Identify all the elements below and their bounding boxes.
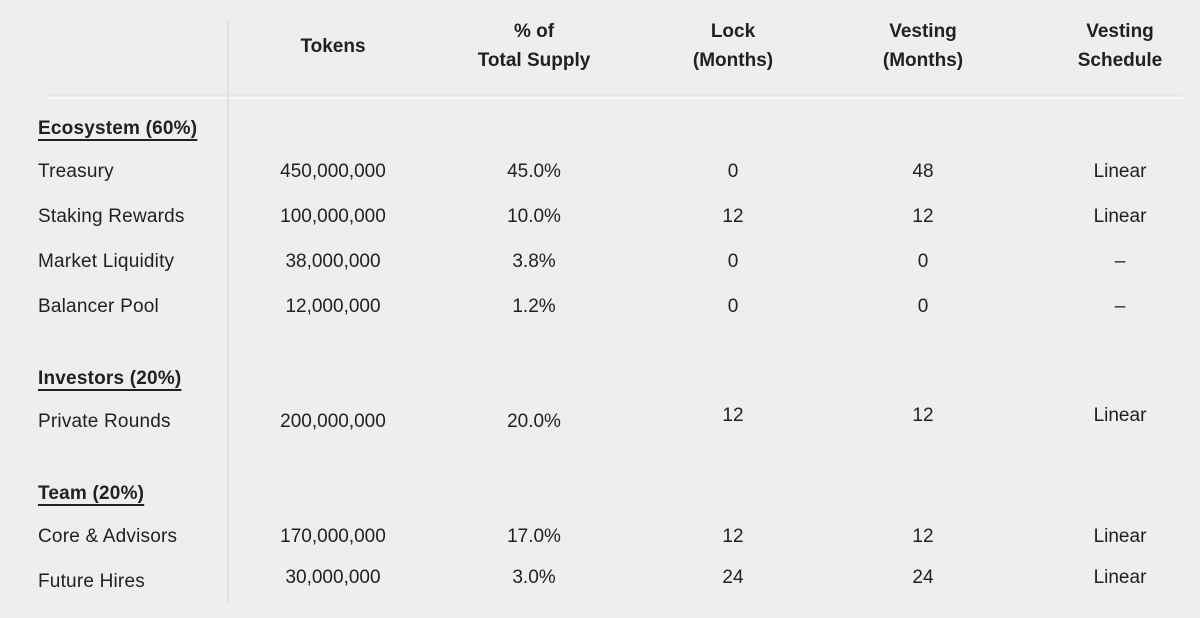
table-row: Private Rounds 200,000,000 20.0% 12 12 Linear <box>0 399 1200 444</box>
table-body: Ecosystem (60%) Treasury 450,000,000 45.0% 0… <box>0 109 1200 604</box>
row-label: Treasury <box>38 160 114 182</box>
schedule-value: Linear <box>1093 160 1147 182</box>
tokens-value: 100,000,000 <box>280 205 386 227</box>
schedule-value: Linear <box>1093 525 1147 547</box>
schedule-value: Linear <box>1093 205 1147 227</box>
table-row: Team (20%) <box>0 474 1200 514</box>
lock-value: 0 <box>727 295 739 317</box>
pct-value: 3.0% <box>512 566 556 588</box>
table-header-row: Tokens % of Total Supply Lock (Months) V… <box>0 0 1200 92</box>
section-heading: Team (20%) <box>38 483 145 504</box>
row-label: Staking Rewards <box>38 205 185 227</box>
pct-value: 10.0% <box>507 205 561 227</box>
schedule-value: Linear <box>1093 566 1147 588</box>
schedule-value: – <box>1114 250 1126 272</box>
column-header-vesting-months: Vesting (Months) <box>882 21 964 71</box>
header-divider <box>45 94 1183 99</box>
tokens-value: 30,000,000 <box>285 566 381 588</box>
table-row: Ecosystem (60%) <box>0 109 1200 149</box>
pct-value: 20.0% <box>507 410 561 432</box>
table-row: Future Hires 30,000,000 3.0% 24 24 Linear <box>0 559 1200 604</box>
tokens-value: 12,000,000 <box>285 295 381 317</box>
table-row: Investors (20%) <box>0 359 1200 399</box>
tokens-value: 170,000,000 <box>280 525 386 547</box>
table-row: Treasury 450,000,000 45.0% 0 48 Linear <box>0 149 1200 194</box>
lock-value: 0 <box>727 160 739 182</box>
vesting-value: 0 <box>917 250 929 272</box>
lock-value: 12 <box>722 525 744 547</box>
schedule-value: Linear <box>1093 404 1147 426</box>
pct-value: 3.8% <box>512 250 556 272</box>
section-heading: Ecosystem (60%) <box>38 118 198 139</box>
lock-value: 12 <box>722 404 744 426</box>
table-row: Core & Advisors 170,000,000 17.0% 12 12 Linea… <box>0 514 1200 559</box>
row-label: Future Hires <box>38 570 145 592</box>
row-label: Balancer Pool <box>38 295 159 317</box>
column-header-vesting-schedule: Vesting Schedule <box>1077 21 1163 71</box>
column-header-lock-months: Lock (Months) <box>692 21 774 71</box>
table-row: Market Liquidity 38,000,000 3.8% 0 0 – <box>0 239 1200 284</box>
vesting-value: 12 <box>912 525 934 547</box>
vesting-value: 24 <box>912 566 934 588</box>
section-heading: Investors (20%) <box>38 368 182 389</box>
lock-value: 12 <box>722 205 744 227</box>
row-label: Private Rounds <box>38 410 171 432</box>
column-header-tokens: Tokens <box>300 35 366 57</box>
table-row: Balancer Pool 12,000,000 1.2% 0 0 – <box>0 284 1200 329</box>
schedule-value: – <box>1114 295 1126 317</box>
row-label: Market Liquidity <box>38 250 175 272</box>
vesting-value: 0 <box>917 295 929 317</box>
table-row: Staking Rewards 100,000,000 10.0% 12 12 Linea… <box>0 194 1200 239</box>
row-label: Core & Advisors <box>38 525 178 547</box>
column-header-pct-total-supply: % of Total Supply <box>477 21 591 71</box>
tokens-value: 450,000,000 <box>280 160 386 182</box>
pct-value: 45.0% <box>507 160 561 182</box>
vesting-value: 12 <box>912 404 934 426</box>
vesting-value: 12 <box>912 205 934 227</box>
tokens-value: 200,000,000 <box>280 410 386 432</box>
pct-value: 1.2% <box>512 295 556 317</box>
vesting-value: 48 <box>912 160 934 182</box>
pct-value: 17.0% <box>507 525 561 547</box>
lock-value: 0 <box>727 250 739 272</box>
tokens-value: 38,000,000 <box>285 250 381 272</box>
lock-value: 24 <box>722 566 744 588</box>
column-divider <box>227 20 229 603</box>
